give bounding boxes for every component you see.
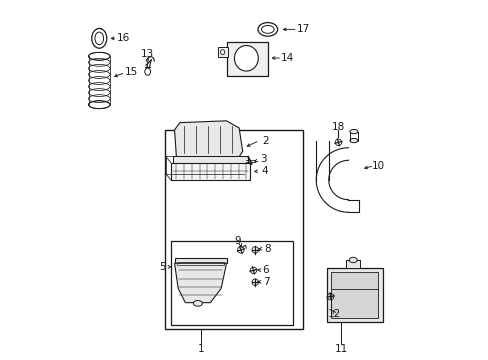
Text: 12: 12 (327, 310, 340, 319)
Ellipse shape (234, 45, 258, 71)
Text: 13: 13 (140, 49, 153, 59)
Ellipse shape (193, 301, 202, 306)
Text: 8: 8 (264, 244, 270, 254)
Text: 4: 4 (261, 166, 267, 176)
Text: 6: 6 (262, 265, 269, 275)
Bar (326, 268, 382, 321)
Ellipse shape (220, 50, 224, 55)
Polygon shape (174, 263, 226, 303)
Bar (177, 262, 224, 265)
Bar (217, 46, 227, 57)
Bar (171, 241, 292, 325)
Bar (174, 258, 226, 263)
Text: 2: 2 (262, 136, 268, 145)
Bar (330, 272, 377, 289)
Text: 16: 16 (117, 33, 130, 43)
Bar (164, 130, 303, 329)
Ellipse shape (348, 257, 356, 263)
Text: 11: 11 (334, 343, 347, 354)
Ellipse shape (349, 130, 357, 134)
Text: 5: 5 (159, 262, 166, 272)
Text: 15: 15 (124, 67, 138, 77)
Text: 10: 10 (371, 161, 385, 171)
Text: 1: 1 (198, 343, 204, 354)
Polygon shape (174, 121, 242, 157)
Text: 3: 3 (259, 154, 266, 164)
Text: 14: 14 (280, 53, 294, 63)
Bar (330, 288, 377, 318)
Bar (226, 42, 267, 76)
Bar (171, 163, 249, 180)
Text: 7: 7 (262, 277, 269, 287)
Bar (172, 156, 247, 166)
Ellipse shape (349, 138, 357, 143)
Bar (346, 260, 359, 268)
Text: 9: 9 (234, 236, 240, 246)
Ellipse shape (88, 101, 110, 109)
Text: 17: 17 (296, 24, 310, 35)
Ellipse shape (88, 52, 110, 60)
Text: 18: 18 (331, 122, 345, 132)
